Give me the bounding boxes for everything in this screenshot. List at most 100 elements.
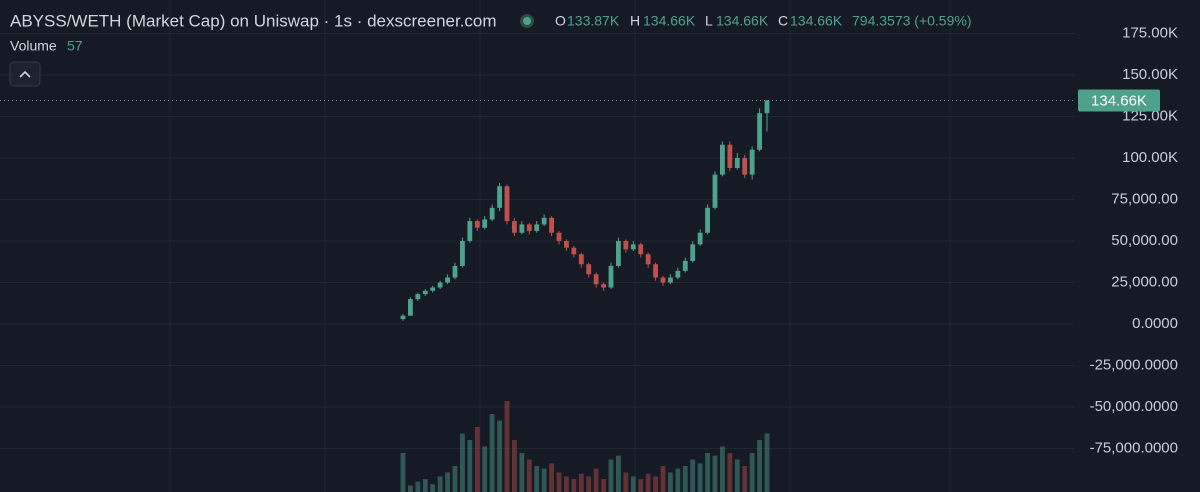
volume-bar	[526, 459, 532, 492]
volume-label: Volume	[10, 38, 57, 54]
candle-body	[519, 224, 525, 233]
volume-bar	[408, 485, 413, 492]
candle-body	[682, 260, 688, 271]
candle-body	[623, 241, 629, 250]
volume-bar	[675, 468, 681, 492]
price-axis: 175.00K 150.00K 125.00K 100.00K 75,000.00 50,…	[1078, 24, 1178, 456]
collapse-icon[interactable]	[19, 70, 31, 78]
volume-pane	[400, 401, 770, 492]
change-value: 794.3573 (+0.59%)	[852, 13, 971, 29]
collapse-button-box[interactable]	[9, 61, 41, 87]
low-value: 134.66K	[716, 13, 769, 29]
y-tick-label: -50,000.0000	[1090, 398, 1178, 415]
candle-body	[564, 241, 569, 248]
collapse-button[interactable]	[9, 61, 41, 87]
volume-bar	[705, 453, 710, 492]
volume-bar	[682, 466, 688, 492]
volume-bar	[593, 468, 599, 492]
candle-body	[742, 158, 748, 175]
candle-body	[452, 265, 458, 278]
open-label: O	[555, 13, 566, 29]
volume-bar	[630, 476, 636, 492]
high-label: H	[630, 13, 640, 29]
grid	[0, 0, 1075, 492]
volume-bar	[467, 440, 473, 492]
volume-bar	[749, 453, 755, 492]
volume-bar	[742, 466, 748, 492]
candle-body	[630, 244, 636, 250]
volume-bar	[734, 459, 740, 492]
candle-body	[734, 158, 740, 168]
candle-body	[512, 221, 517, 233]
volume-bar	[437, 476, 443, 492]
volume-bar	[460, 433, 465, 492]
y-tick-label: 50,000.00	[1111, 232, 1178, 249]
volume-bar	[601, 479, 606, 492]
candle-body	[690, 244, 696, 261]
candle-body	[534, 224, 540, 232]
volume-bar	[452, 466, 458, 492]
candle-body	[578, 254, 584, 265]
volume-bar	[653, 476, 658, 492]
candle-body	[749, 149, 755, 175]
candle-body	[497, 186, 502, 208]
close-value: 134.66K	[790, 13, 843, 29]
volume-bar	[712, 455, 718, 492]
volume-bar	[668, 472, 673, 492]
candle-body	[593, 274, 599, 285]
y-tick-label: -25,000.0000	[1090, 356, 1178, 373]
volume-bar	[764, 433, 770, 492]
y-tick-label: 175.00K	[1122, 24, 1178, 41]
candle-body	[638, 244, 644, 255]
candle-body	[571, 247, 577, 255]
candle-body	[437, 282, 443, 288]
candle-body	[467, 221, 473, 242]
volume-bar	[445, 472, 450, 492]
volume-bar	[586, 476, 592, 492]
candle-body	[757, 113, 762, 150]
candle-body	[526, 224, 532, 232]
y-tick-label: 125.00K	[1122, 107, 1178, 124]
volume-bar	[474, 427, 480, 492]
y-tick-label: 0.0000	[1132, 315, 1178, 332]
candle-body	[705, 207, 710, 233]
candle-body	[504, 186, 510, 222]
volume-bar	[549, 463, 554, 492]
candle-body	[482, 219, 488, 228]
candle-body	[415, 294, 421, 300]
volume-bar	[727, 453, 733, 492]
candle-body	[764, 100, 770, 114]
last-price-label: 134.66K	[1091, 92, 1147, 109]
candle-body	[556, 232, 562, 242]
candle-body	[549, 217, 554, 233]
candle-body	[697, 232, 703, 245]
volume-bar	[616, 455, 621, 492]
volume-bar	[504, 401, 510, 492]
status-dot	[523, 17, 531, 25]
volume-bar	[638, 479, 644, 492]
candle-body	[541, 217, 547, 225]
candle-body	[430, 287, 436, 291]
y-tick-label: 25,000.00	[1111, 273, 1178, 290]
volume-bar	[541, 468, 547, 492]
candle-body	[422, 290, 428, 295]
candle-body	[668, 277, 673, 283]
candle-body	[660, 277, 666, 283]
volume-bar	[482, 446, 488, 492]
volume-bar	[690, 459, 696, 492]
candle-body	[645, 254, 651, 265]
candle-body	[608, 265, 614, 288]
volume-bar	[534, 466, 540, 492]
volume-bar	[645, 473, 651, 492]
candle-body	[408, 299, 413, 316]
volume-bar	[497, 420, 502, 492]
y-tick-label: -75,000.0000	[1090, 439, 1178, 456]
volume-bar	[660, 466, 666, 492]
volume-bar	[422, 479, 428, 492]
candle-body	[653, 264, 658, 278]
volume-bar	[757, 440, 762, 492]
volume-bar	[415, 481, 421, 492]
volume-bar	[430, 484, 436, 492]
